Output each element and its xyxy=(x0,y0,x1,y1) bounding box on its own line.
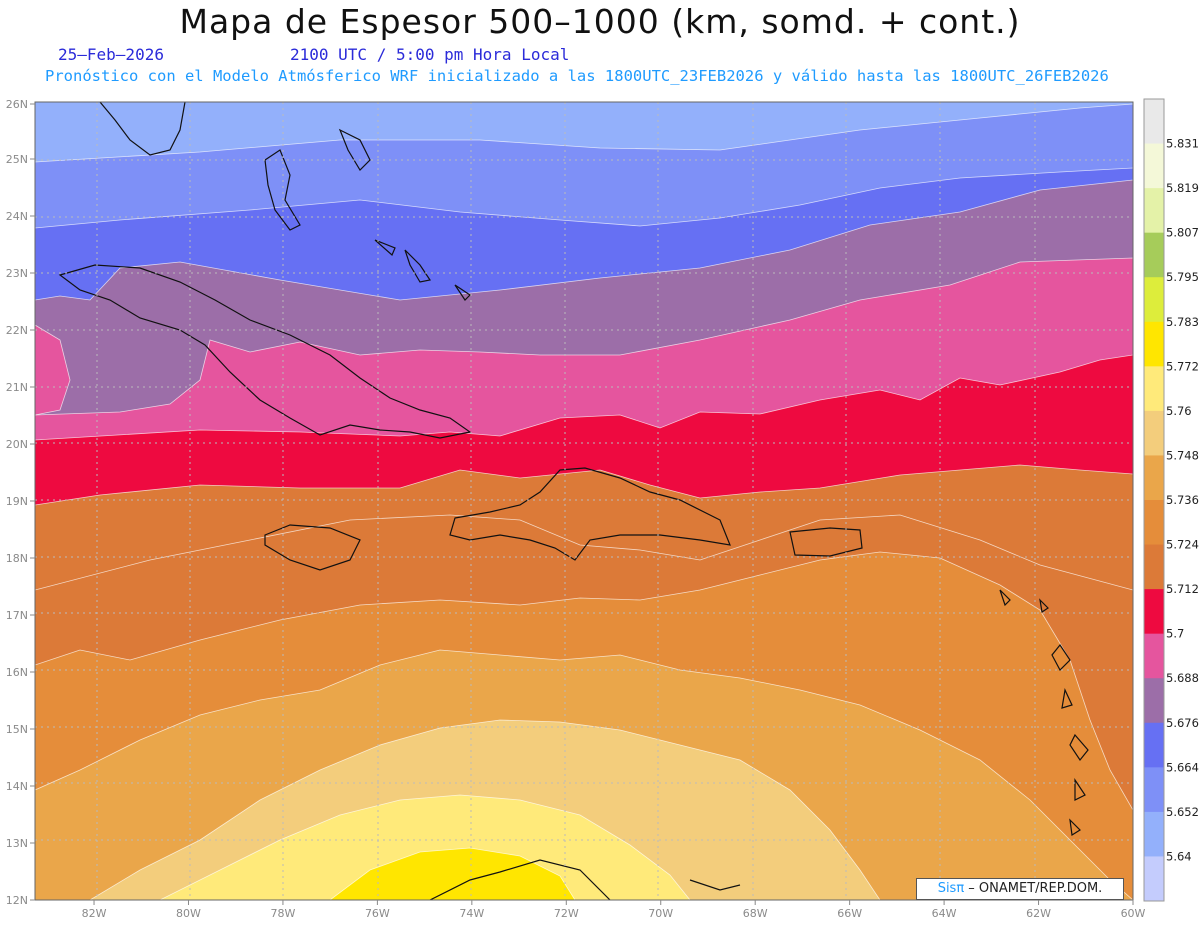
colorbar-level-label: 5.7 xyxy=(1166,627,1184,641)
venezuela-coast xyxy=(429,859,741,900)
colorbar-swatch xyxy=(1144,544,1164,590)
colorbar-swatch xyxy=(1144,143,1164,189)
colorbar-level-label: 5.64 xyxy=(1166,849,1192,863)
forecast-subtitle: Pronóstico con el Modelo Atmósferico WRF… xyxy=(45,67,1109,85)
lon-label: 62W xyxy=(1026,907,1051,920)
colorbar-level-label: 5.807 xyxy=(1166,226,1199,240)
lat-label: 19N xyxy=(6,495,28,508)
gridlines xyxy=(35,102,1133,900)
thickness-field xyxy=(35,102,1133,900)
lat-label: 14N xyxy=(6,780,28,793)
colorbar-swatch xyxy=(1144,811,1164,857)
colorbar-swatch xyxy=(1144,277,1164,323)
lon-label: 70W xyxy=(648,907,673,920)
lon-label: 68W xyxy=(743,907,768,920)
lesser-antilles-outline xyxy=(999,589,1089,837)
lon-label: 80W xyxy=(176,907,201,920)
colorbar-level-label: 5.831 xyxy=(1166,137,1199,151)
lon-label: 60W xyxy=(1121,907,1146,920)
lon-label: 78W xyxy=(270,907,295,920)
forecast-date: 25–Feb–2026 xyxy=(58,45,164,64)
lon-label: 72W xyxy=(554,907,579,920)
hispaniola-outline xyxy=(449,467,731,561)
colorbar-swatch xyxy=(1144,589,1164,635)
colorbar-swatch xyxy=(1144,633,1164,679)
colorbar-level-label: 5.724 xyxy=(1166,538,1199,552)
band-5772 xyxy=(159,794,691,900)
lat-label: 26N xyxy=(6,98,28,111)
colorbar-level-label: 5.676 xyxy=(1166,716,1199,730)
colorbar: 5.831 5.819 5.807 5.795 5.783 5.772 5.76 5.748 5… xyxy=(1143,98,1199,902)
band-5783 xyxy=(329,847,576,900)
colorbar-level-label: 5.819 xyxy=(1166,181,1199,195)
credit-box: Sisπ – ONAMET/REP.DOM. xyxy=(916,878,1124,900)
colorbar-swatch xyxy=(1144,321,1164,367)
colorbar-level-label: 5.652 xyxy=(1166,805,1199,819)
jamaica-outline xyxy=(264,524,361,571)
lat-label: 12N xyxy=(6,894,28,907)
band-5700-island xyxy=(35,324,71,416)
lat-label: 20N xyxy=(6,438,28,451)
coastlines xyxy=(58,102,1089,900)
lat-label: 18N xyxy=(6,552,28,565)
lat-label: 23N xyxy=(6,267,28,280)
lat-label: 15N xyxy=(6,723,28,736)
colorbar-swatch xyxy=(1144,455,1164,501)
lat-label: 16N xyxy=(6,666,28,679)
colorbar-swatch xyxy=(1144,856,1164,902)
lon-label: 76W xyxy=(365,907,390,920)
colorbar-level-label: 5.783 xyxy=(1166,315,1199,329)
colorbar-level-label: 5.76 xyxy=(1166,404,1192,418)
colorbar-swatch xyxy=(1144,232,1164,278)
latitude-labels: 26N 25N 24N 23N 22N 21N 20N 19N 18N 17N 16N 15N 14N 1… xyxy=(6,98,35,907)
lat-label: 25N xyxy=(6,153,28,166)
colorbar-swatch xyxy=(1144,678,1164,724)
lon-label: 74W xyxy=(459,907,484,920)
credit-sis: Sisπ xyxy=(937,881,965,896)
colorbar-level-label: 5.688 xyxy=(1166,671,1199,685)
colorbar-frame xyxy=(1143,98,1165,902)
colorbar-level-label: 5.712 xyxy=(1166,582,1199,596)
colorbar-level-label: 5.736 xyxy=(1166,493,1199,507)
florida-outline xyxy=(99,102,186,156)
colorbar-swatch xyxy=(1144,410,1164,456)
bahamas-outline xyxy=(264,128,471,301)
cuba-outline xyxy=(58,264,472,439)
colorbar-level-label: 5.748 xyxy=(1166,448,1199,462)
lat-label: 24N xyxy=(6,210,28,223)
lat-label: 17N xyxy=(6,609,28,622)
colorbar-swatch xyxy=(1144,500,1164,546)
lon-label: 82W xyxy=(82,907,107,920)
puerto-rico-outline xyxy=(789,527,863,557)
colorbar-level-label: 5.772 xyxy=(1166,359,1199,373)
lon-label: 66W xyxy=(837,907,862,920)
colorbar-swatch xyxy=(1144,722,1164,768)
colorbar-swatch xyxy=(1144,188,1164,234)
lat-label: 21N xyxy=(6,381,28,394)
colorbar-swatch xyxy=(1144,767,1164,813)
colorbar-level-label: 5.795 xyxy=(1166,270,1199,284)
lat-label: 22N xyxy=(6,324,28,337)
longitude-labels: 82W 80W 78W 76W 74W 72W 70W 68W 66W 64W 62W 60W xyxy=(82,900,1146,920)
map-title: Mapa de Espesor 500–1000 (km, somd. + co… xyxy=(179,2,1021,41)
lat-label: 13N xyxy=(6,837,28,850)
colorbar-swatch xyxy=(1144,366,1164,412)
lon-label: 64W xyxy=(932,907,957,920)
forecast-time: 2100 UTC / 5:00 pm Hora Local xyxy=(290,45,570,64)
colorbar-level-label: 5.664 xyxy=(1166,760,1199,774)
colorbar-swatch xyxy=(1144,99,1164,145)
credit-org: – ONAMET/REP.DOM. xyxy=(964,881,1103,896)
